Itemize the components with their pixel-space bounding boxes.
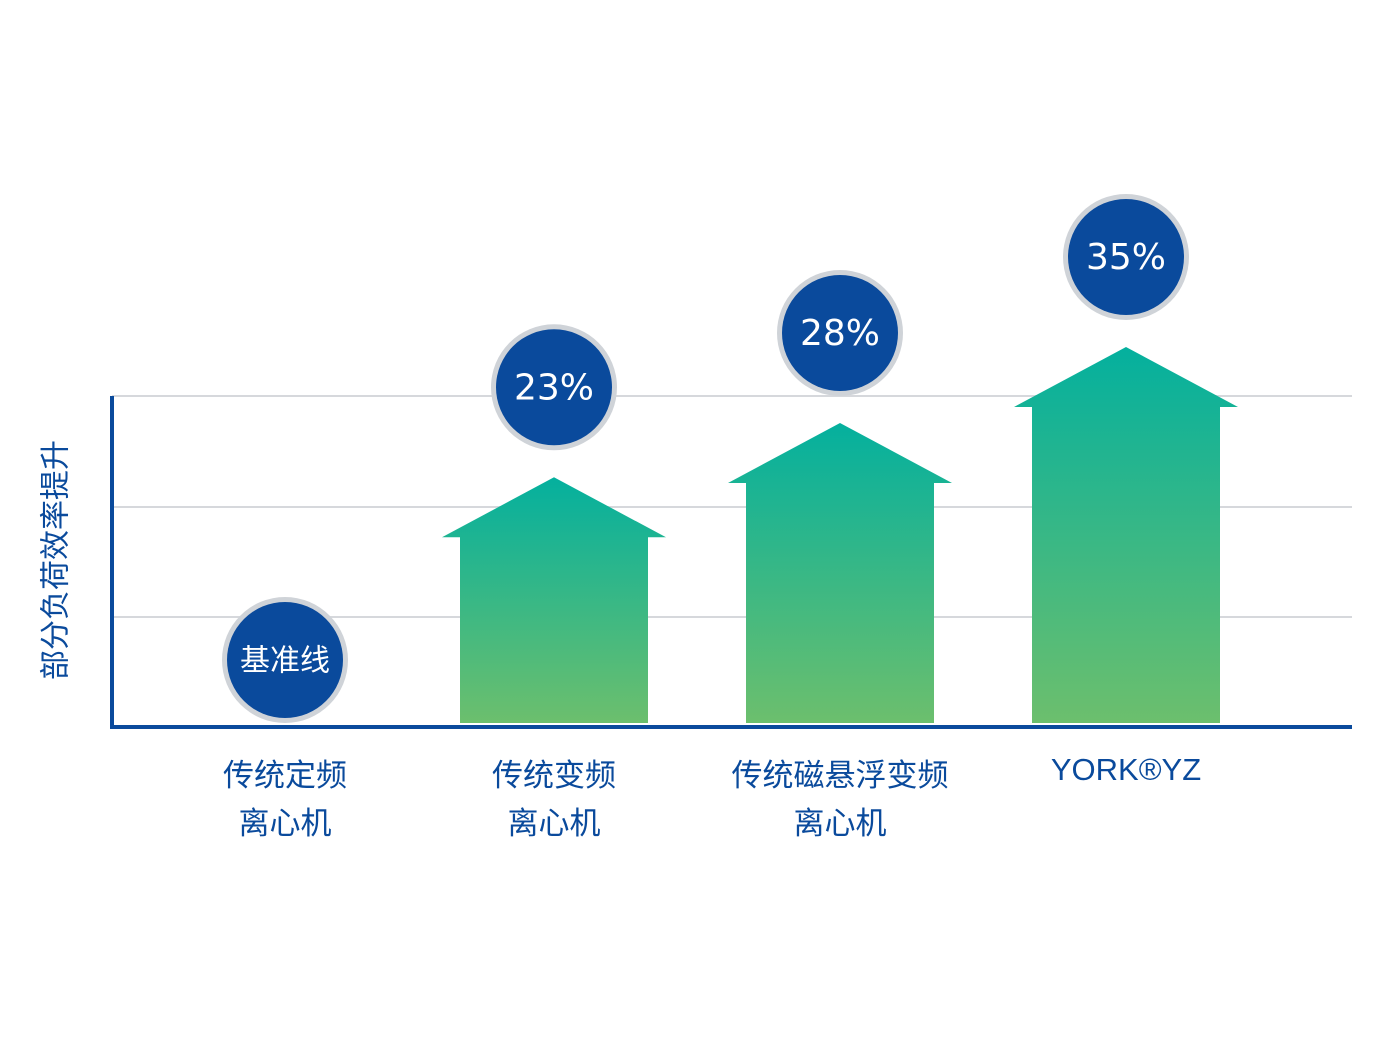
badge-circle [227,602,343,718]
x-tick-label: 离心机 [794,806,887,842]
x-tick-label: YORK®YZ [1051,752,1201,787]
data-label: 基准线 [240,644,330,679]
badge-circle [1068,199,1184,315]
data-label: 23% [514,367,594,408]
bars [442,347,1238,723]
axes [110,396,1352,729]
x-tick-label: 离心机 [239,806,332,842]
x-tick-label: 离心机 [508,806,601,842]
value-badge: 基准线 [222,597,348,723]
bar-arrow [728,423,952,723]
data-label: 35% [1086,237,1166,278]
value-badges: 基准线 23% 28% 35% [222,194,1189,723]
badge-circle [496,329,612,446]
data-label: 28% [800,313,880,354]
y-axis-title: 部分负荷效率提升 [39,440,74,680]
bar-arrow [442,477,666,723]
value-badge: 35% [1063,194,1189,320]
bar-arrow [1014,347,1238,723]
value-badge: 23% [491,324,617,451]
value-badge: 28% [777,270,903,396]
x-tick-label: 传统磁悬浮变频 [732,758,949,794]
badge-circle [782,275,898,391]
x-tick-label: 传统变频 [492,758,616,794]
x-tick-label: 传统定频 [223,758,347,794]
